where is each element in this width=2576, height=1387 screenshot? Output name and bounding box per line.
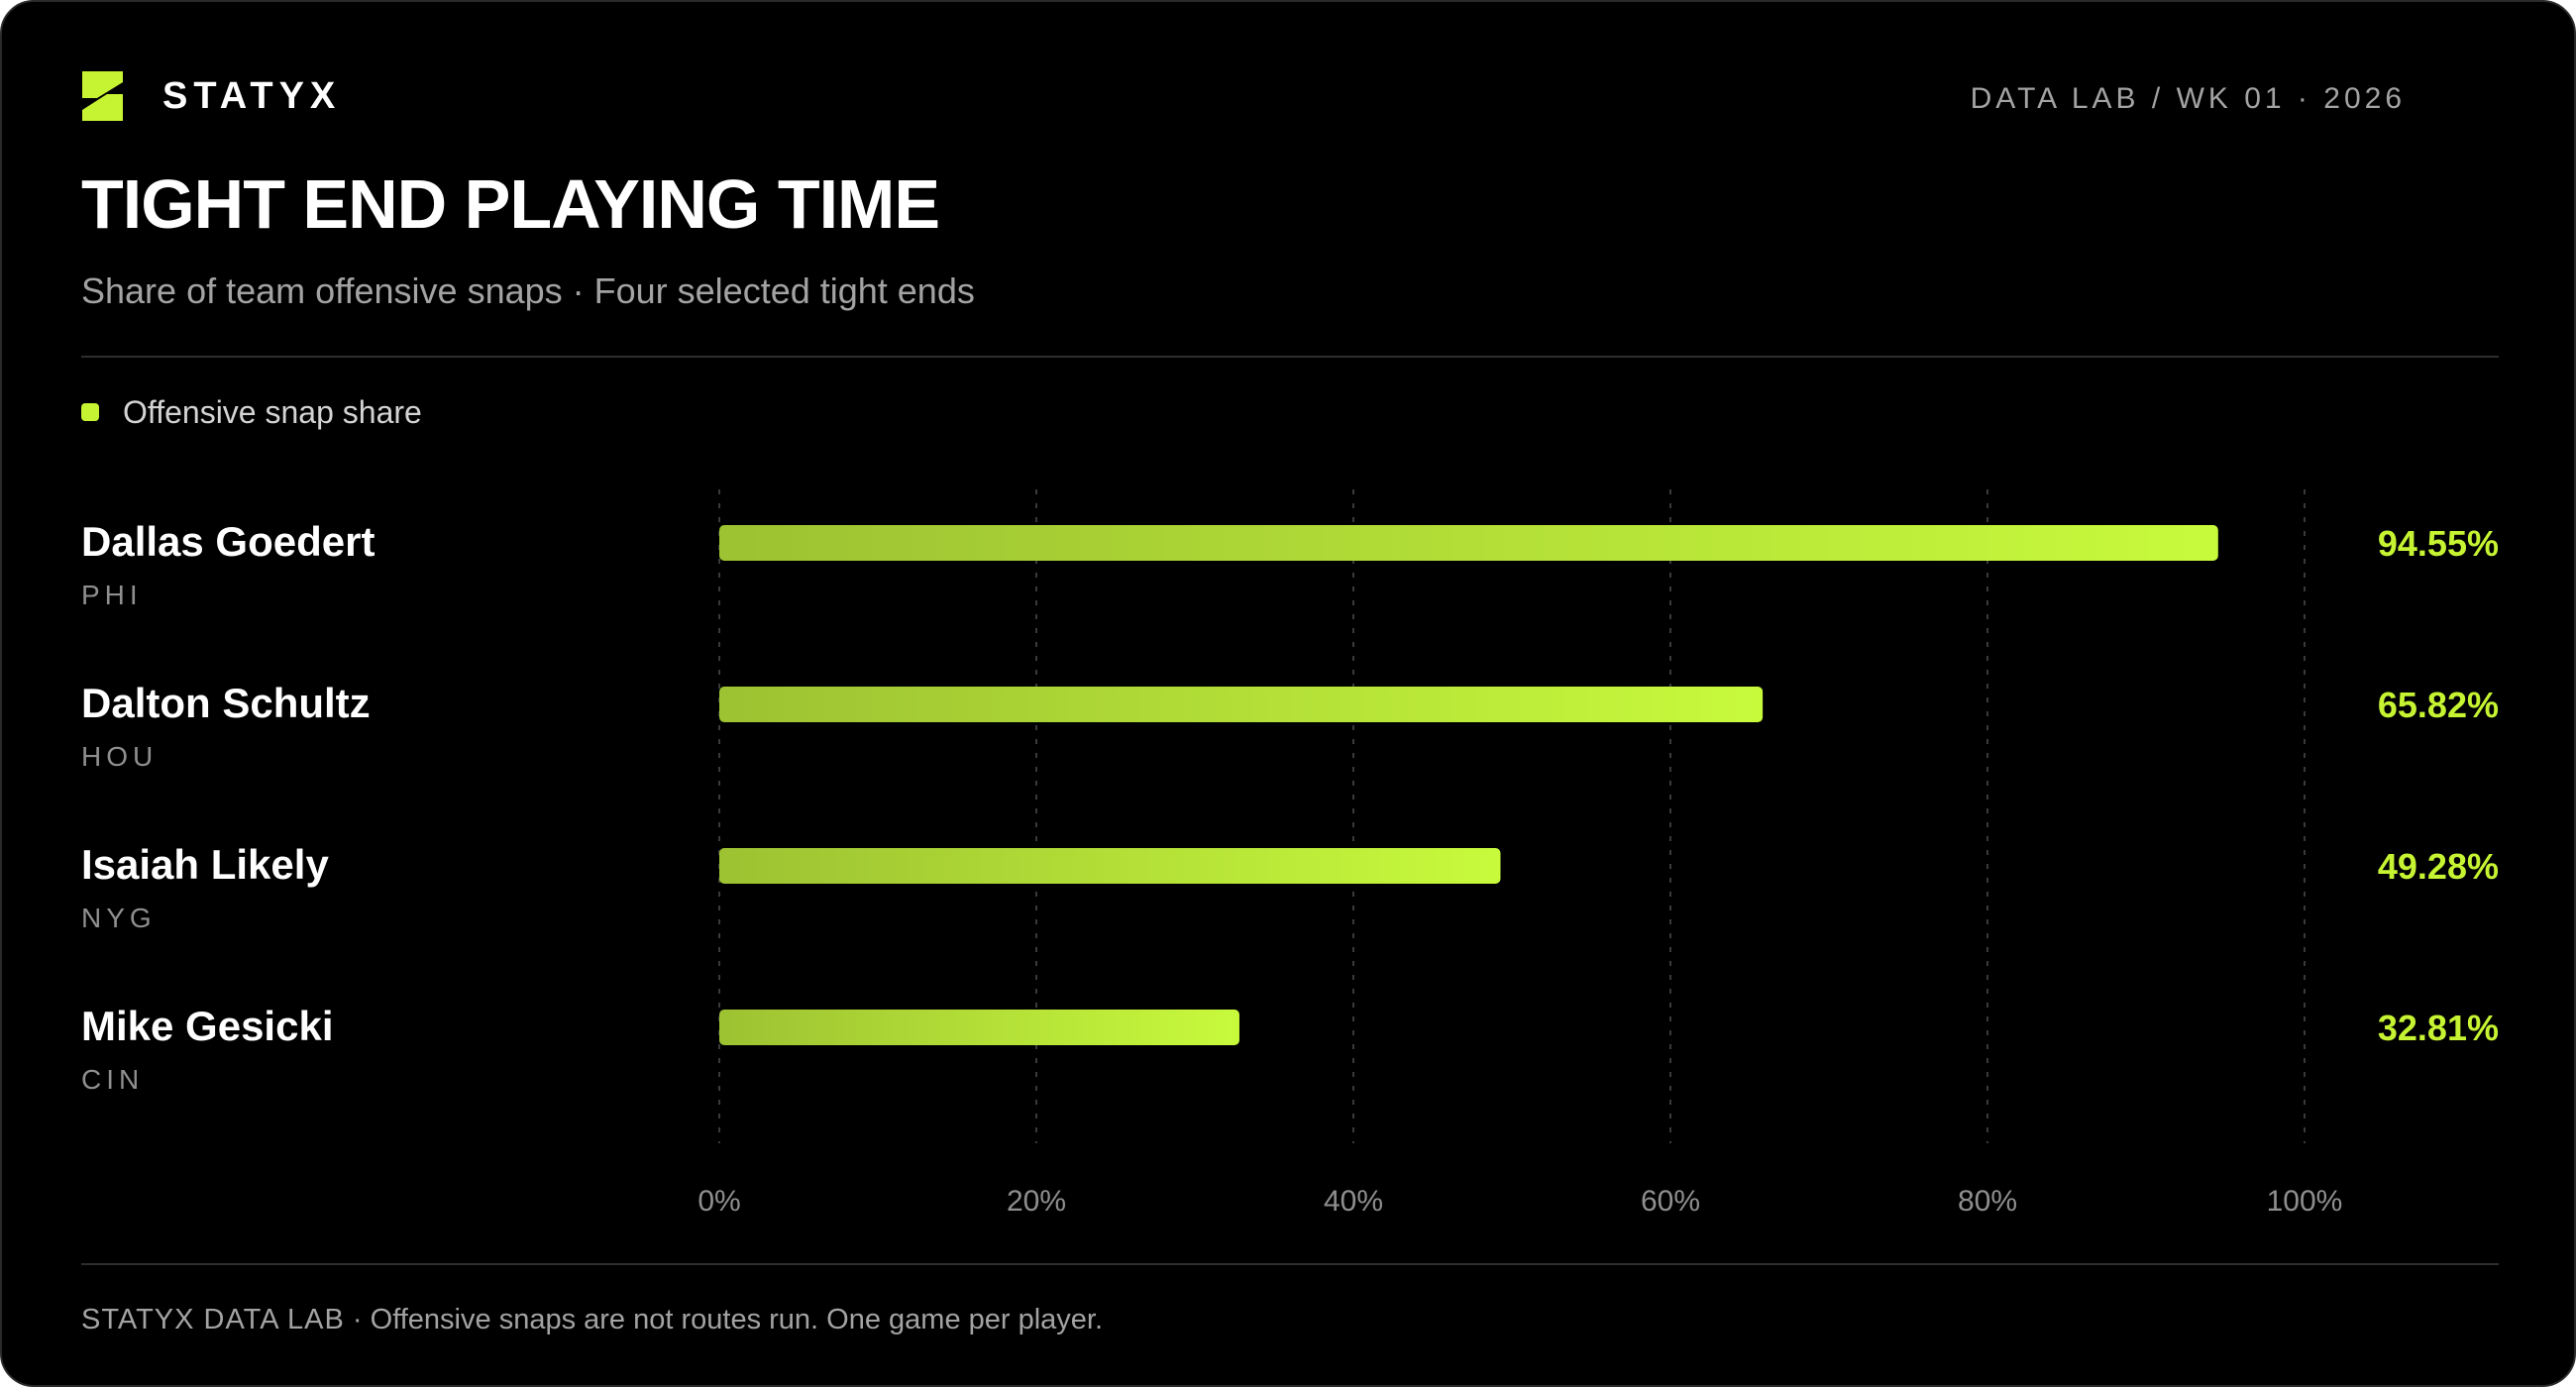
header-divider <box>81 356 2499 358</box>
chart-subtitle: Share of team offensive snaps · Four sel… <box>81 270 975 311</box>
player-name: Dalton Schultz <box>81 680 371 726</box>
x-tick-label: 40% <box>1324 1185 1383 1218</box>
footer-divider <box>81 1263 2499 1265</box>
x-tick-label: 100% <box>2267 1185 2343 1218</box>
statyx-logo-icon <box>82 71 123 121</box>
x-tick-label: 80% <box>1958 1185 2017 1218</box>
value-label: 94.55% <box>2378 523 2499 564</box>
player-name: Mike Gesicki <box>81 1003 333 1049</box>
player-name: Dallas Goedert <box>81 518 375 565</box>
footer-text: Offensive snaps are not routes run. One … <box>370 1304 1104 1335</box>
edition-meta: DATA LAB / WK 01 · 2026 <box>1970 82 2406 115</box>
brand-name: STATYX <box>162 75 342 117</box>
footer-note: STATYX DATA LAB · Offensive snaps are no… <box>81 1302 1103 1337</box>
brand: STATYX <box>73 67 341 125</box>
x-axis-ticks: 0% 20% 40% 60% 80% 100% <box>698 1185 2342 1218</box>
category-labels: Dallas Goedert PHI 94.55% Dalton Schultz HOU… <box>81 518 2499 1095</box>
x-tick-label: 0% <box>698 1185 740 1218</box>
value-label: 65.82% <box>2378 685 2499 725</box>
bars <box>719 525 2218 1045</box>
legend-label: Offensive snap share <box>123 394 422 430</box>
team-abbr: HOU <box>81 741 158 772</box>
bar <box>719 687 1764 722</box>
bar <box>719 525 2218 561</box>
chart-title: TIGHT END PLAYING TIME <box>81 165 940 243</box>
x-tick-label: 60% <box>1641 1185 1700 1218</box>
footer-separator: · <box>344 1304 371 1335</box>
footer-brand: STATYX DATA LAB <box>81 1304 345 1335</box>
legend-swatch <box>81 403 99 421</box>
team-abbr: CIN <box>81 1064 144 1095</box>
team-abbr: PHI <box>81 580 143 610</box>
legend: Offensive snap share <box>81 392 422 432</box>
bar <box>719 848 1501 884</box>
bar <box>719 1010 1239 1045</box>
value-label: 49.28% <box>2378 846 2499 887</box>
value-label: 32.81% <box>2378 1008 2499 1048</box>
team-abbr: NYG <box>81 903 157 933</box>
x-tick-label: 20% <box>1007 1185 1066 1218</box>
player-name: Isaiah Likely <box>81 841 329 888</box>
